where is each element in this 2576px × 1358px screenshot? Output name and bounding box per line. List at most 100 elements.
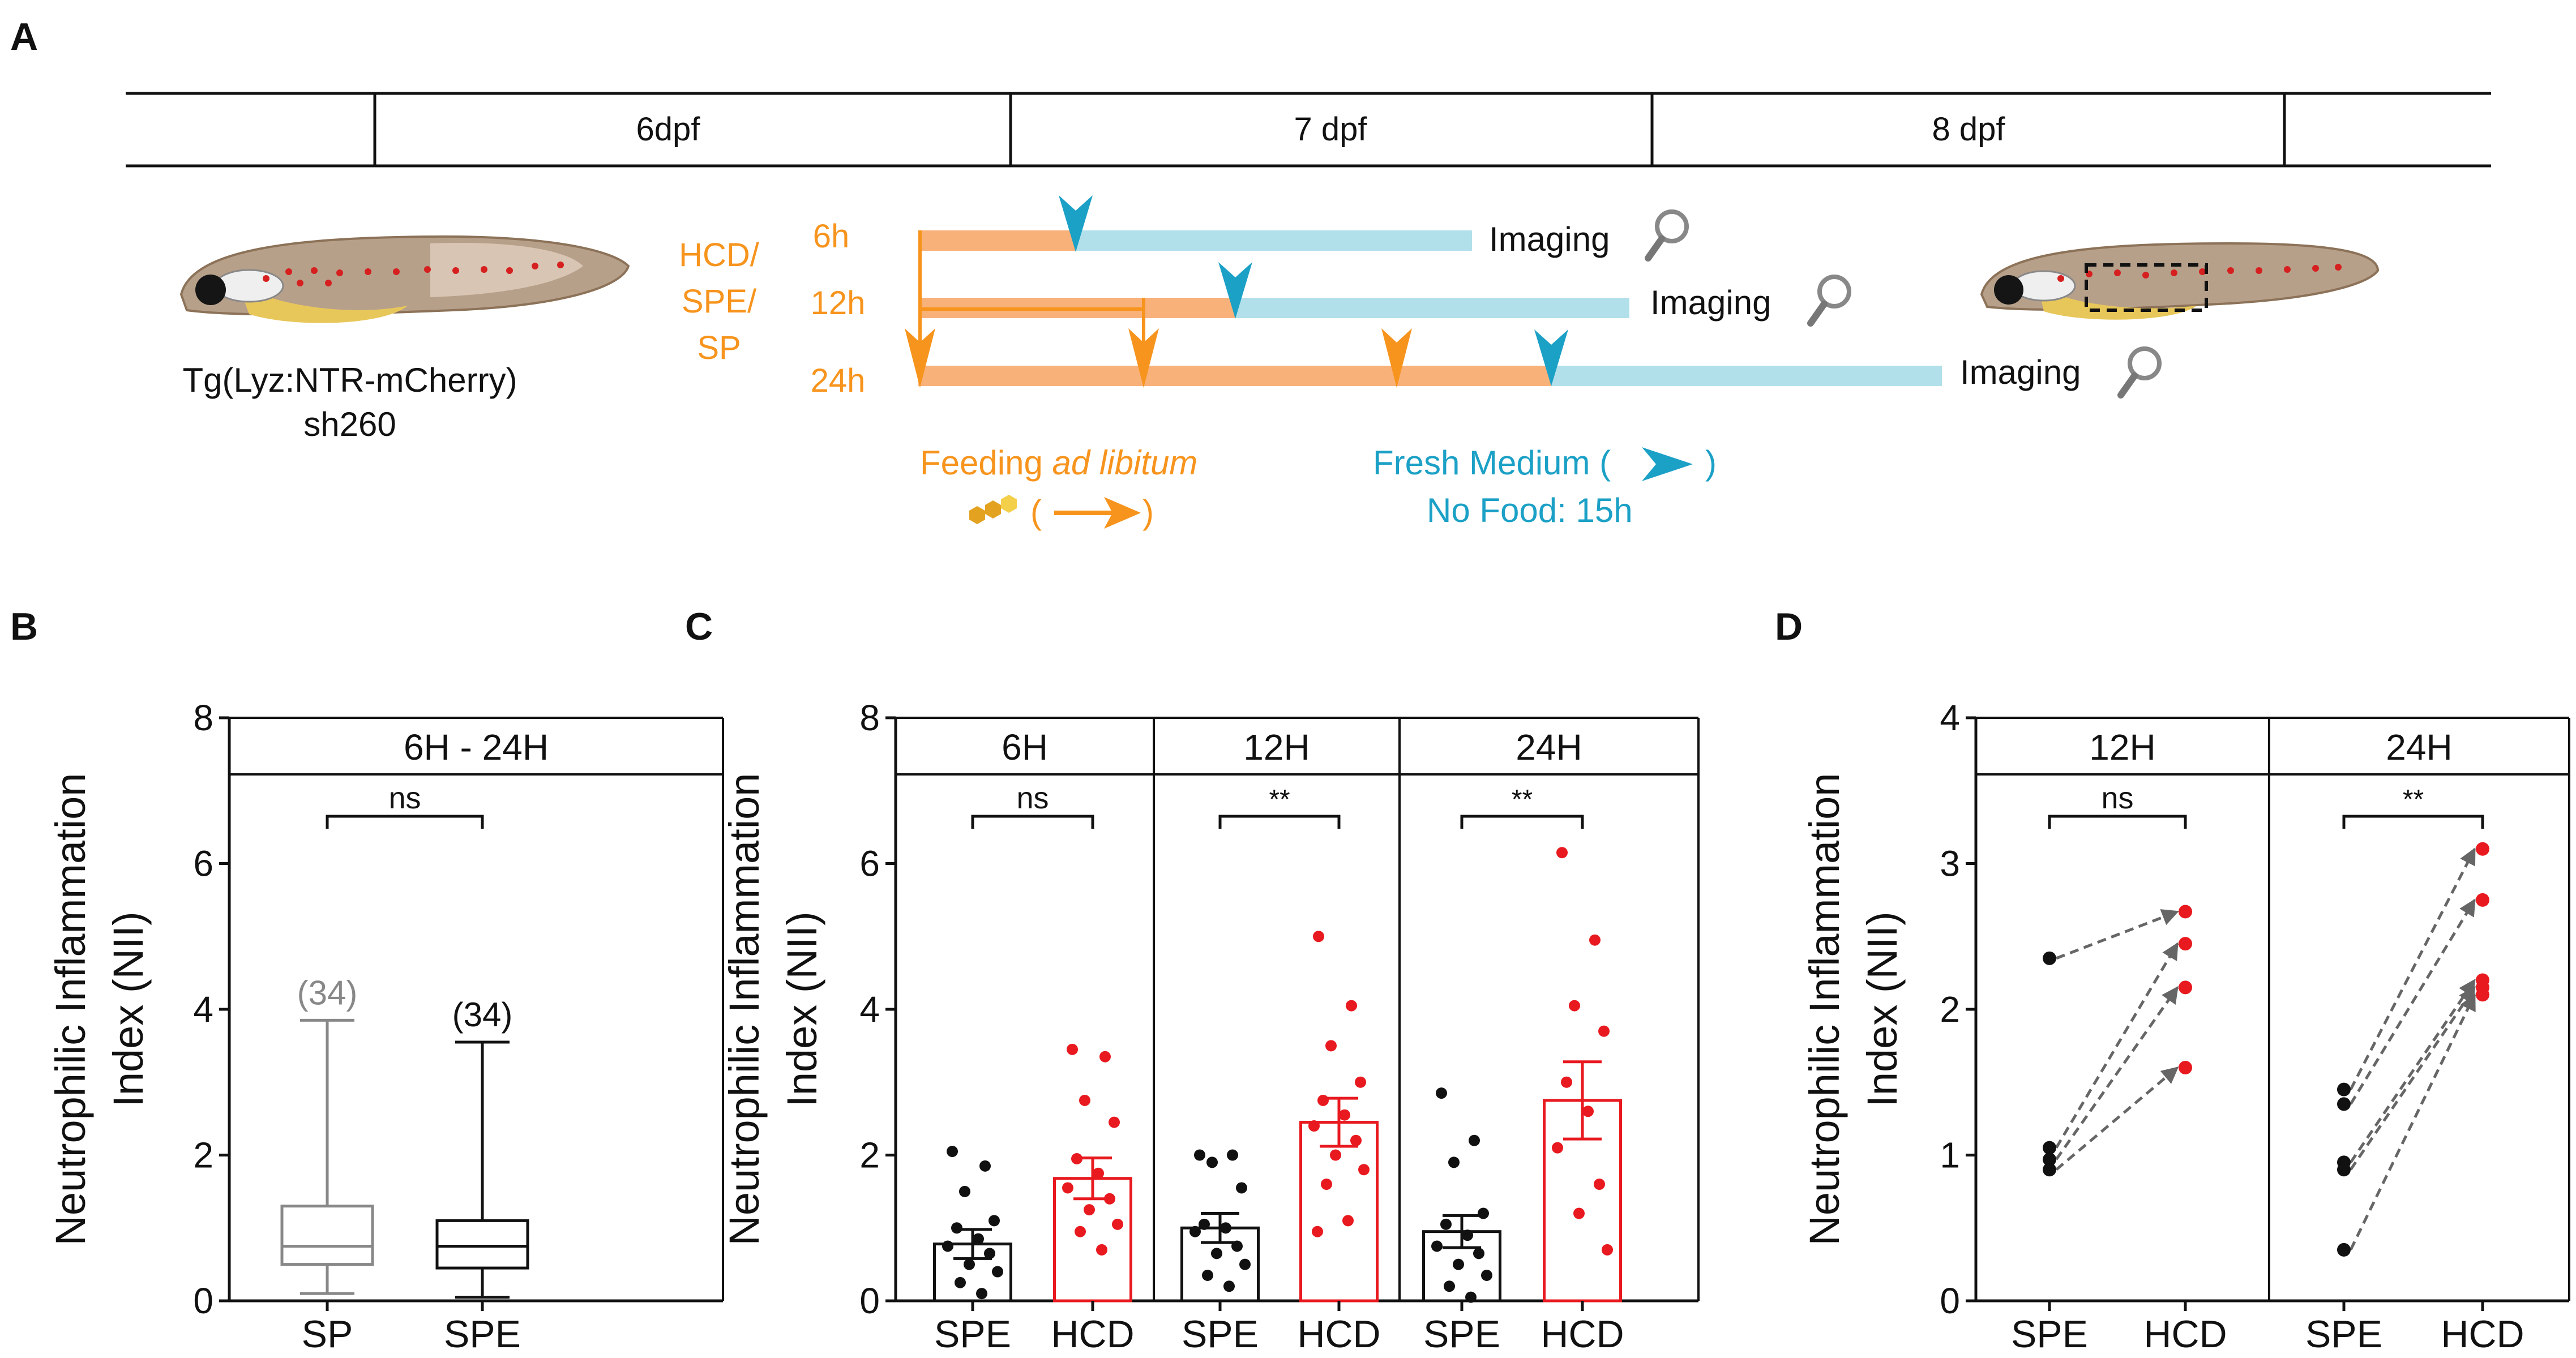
- significance-label: ns: [2101, 781, 2133, 815]
- x-tick-label: SPE: [2011, 1313, 2088, 1356]
- data-point: [1206, 1156, 1218, 1168]
- data-point: [959, 1185, 970, 1197]
- data-point: [1556, 847, 1568, 859]
- data-point: [1431, 1240, 1443, 1252]
- zebrafish-larva-right: [1980, 242, 2380, 320]
- data-point-spe: [2337, 1082, 2351, 1096]
- data-point-hcd: [2179, 980, 2192, 995]
- data-point-hcd: [2179, 1061, 2192, 1074]
- chart-d: 0 1 2 3 4 Neutrophilic Inflammation Index (NII…: [1801, 697, 2570, 1356]
- data-point: [1189, 1226, 1201, 1237]
- feeding-legend-paren-close: ): [1142, 493, 1154, 531]
- protocol-bars: [918, 230, 1942, 386]
- x-tick-label: SPE: [1182, 1313, 1259, 1356]
- data-point: [1481, 1269, 1492, 1281]
- panel-a: A 6dpf 7 dpf 8 dpf Tg(Lyz:NTR-mCherry) s…: [10, 15, 2491, 531]
- imaging-label-6h: Imaging: [1489, 220, 1610, 258]
- timeline-day-6: 6dpf: [636, 111, 701, 148]
- data-point: [1598, 1025, 1610, 1037]
- data-point: [1236, 1182, 1247, 1194]
- data-point: [942, 1240, 953, 1252]
- data-point: [1552, 1142, 1563, 1154]
- data-point: [1330, 1149, 1341, 1161]
- x-tick-label: HCD: [2441, 1313, 2524, 1356]
- data-point: [955, 1276, 966, 1288]
- data-point: [989, 1215, 1000, 1227]
- sample-size-label: (34): [297, 974, 358, 1012]
- data-point: [1099, 1051, 1111, 1063]
- data-point: [1355, 1076, 1366, 1088]
- zebrafish-larva-left: [179, 235, 630, 323]
- facet-label: 12H: [2089, 727, 2155, 768]
- facet-label: 24H: [2386, 727, 2452, 768]
- data-point: [1569, 1000, 1580, 1012]
- y-tick-label: 0: [859, 1280, 880, 1321]
- data-point: [1104, 1193, 1115, 1205]
- significance-label: ns: [388, 781, 421, 815]
- fish-label-line1: Tg(Lyz:NTR-mCherry): [182, 361, 517, 399]
- data-point: [1469, 1134, 1480, 1146]
- blue-arrow-icon: [1642, 447, 1693, 481]
- imaging-label-12h: Imaging: [1650, 284, 1771, 322]
- significance-label: **: [2403, 785, 2424, 815]
- x-tick-label: SPE: [2305, 1313, 2382, 1356]
- data-point: [1478, 1207, 1489, 1219]
- paired-line: [2055, 986, 2179, 1160]
- chart-b: 0 2 4 6 8 Neutrophilic Inflammation Index (NII…: [47, 697, 724, 1356]
- paired-line: [2349, 898, 2476, 1105]
- feeding-legend-paren-open: (: [1030, 493, 1042, 531]
- y-tick-label: 4: [1940, 697, 1960, 738]
- y-axis-label: Neutrophilic Inflammation: [47, 773, 94, 1246]
- data-point: [984, 1248, 995, 1260]
- y-tick-label: 8: [193, 697, 213, 738]
- data-point: [1444, 1280, 1455, 1292]
- data-point: [1079, 1094, 1090, 1106]
- data-point: [1317, 1094, 1329, 1106]
- group-label-line1: HCD/: [679, 237, 760, 273]
- paired-line: [2349, 979, 2476, 1163]
- data-point: [964, 1258, 975, 1270]
- fish-label-line2: sh260: [303, 405, 396, 443]
- duration-6h: 6h: [813, 218, 850, 255]
- x-tick-label: HCD: [1297, 1313, 1380, 1356]
- data-point: [1342, 1215, 1354, 1227]
- significance-bracket: [2048, 815, 2187, 829]
- data-point: [1325, 1040, 1337, 1052]
- data-point-hcd: [2476, 988, 2489, 1002]
- data-point: [1589, 934, 1601, 946]
- sample-size-label: (34): [452, 996, 513, 1034]
- data-point-spe: [2043, 1163, 2056, 1177]
- y-tick-label: 6: [193, 843, 213, 884]
- data-point: [973, 1233, 984, 1245]
- x-tick-label: SPE: [444, 1313, 521, 1356]
- data-point: [1062, 1182, 1073, 1194]
- data-point: [1220, 1222, 1231, 1234]
- chart-c: 0 2 4 6 8 Neutrophilic Inflammation Index (NII…: [721, 697, 1700, 1356]
- panel-letter-b: B: [10, 605, 38, 648]
- feeding-legend: Feeding ad libitum: [920, 444, 1197, 482]
- panel-letter-d: D: [1775, 605, 1803, 648]
- data-point-spe: [2043, 1141, 2056, 1155]
- region-of-interest-box: [2085, 263, 2208, 312]
- data-point-spe: [2337, 1243, 2351, 1257]
- data-point: [1561, 1076, 1572, 1088]
- data-point-hcd: [2476, 842, 2489, 856]
- data-point: [1440, 1218, 1452, 1230]
- timeline-day-7: 7 dpf: [1294, 111, 1368, 148]
- data-point: [1436, 1087, 1447, 1099]
- significance-bracket: [1218, 815, 1341, 829]
- group-label-line3: SP: [697, 329, 741, 366]
- data-point: [1093, 1167, 1104, 1179]
- data-point: [1346, 1000, 1357, 1012]
- x-tick-label: SPE: [1423, 1313, 1500, 1356]
- data-point: [1448, 1156, 1460, 1168]
- data-point: [1573, 1207, 1585, 1219]
- bar: [1299, 1121, 1379, 1303]
- significance-bracket: [971, 815, 1094, 829]
- y-axis-label: Index (NII): [1859, 911, 1906, 1107]
- data-point-spe: [2337, 1097, 2351, 1111]
- y-tick-label: 1: [1940, 1135, 1960, 1176]
- data-point-hcd: [2179, 905, 2192, 919]
- y-tick-label: 2: [1940, 989, 1960, 1030]
